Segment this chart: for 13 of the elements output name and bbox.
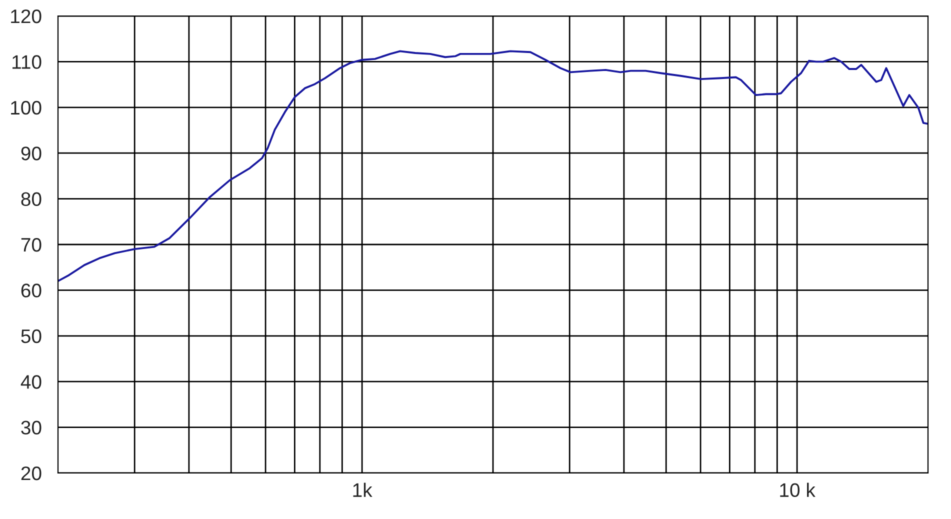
x-tick-label: 1k — [353, 482, 372, 497]
y-tick-label: 30 — [21, 420, 42, 435]
y-tick-label: 50 — [21, 329, 42, 344]
y-tick-label: 80 — [21, 192, 42, 206]
y-tick-label: 60 — [21, 284, 42, 298]
y-tick-label: 110 — [12, 55, 42, 69]
x-tick-label: 10 k — [780, 482, 816, 498]
y-tick-label: 40 — [20, 375, 42, 389]
y-tick-label: 100 — [11, 100, 42, 115]
y-tick-label: 90 — [21, 146, 42, 160]
y-tick-label: 20 — [21, 466, 42, 480]
y-tick-label: 120 — [11, 9, 42, 24]
y-tick-label: 70 — [21, 238, 42, 252]
